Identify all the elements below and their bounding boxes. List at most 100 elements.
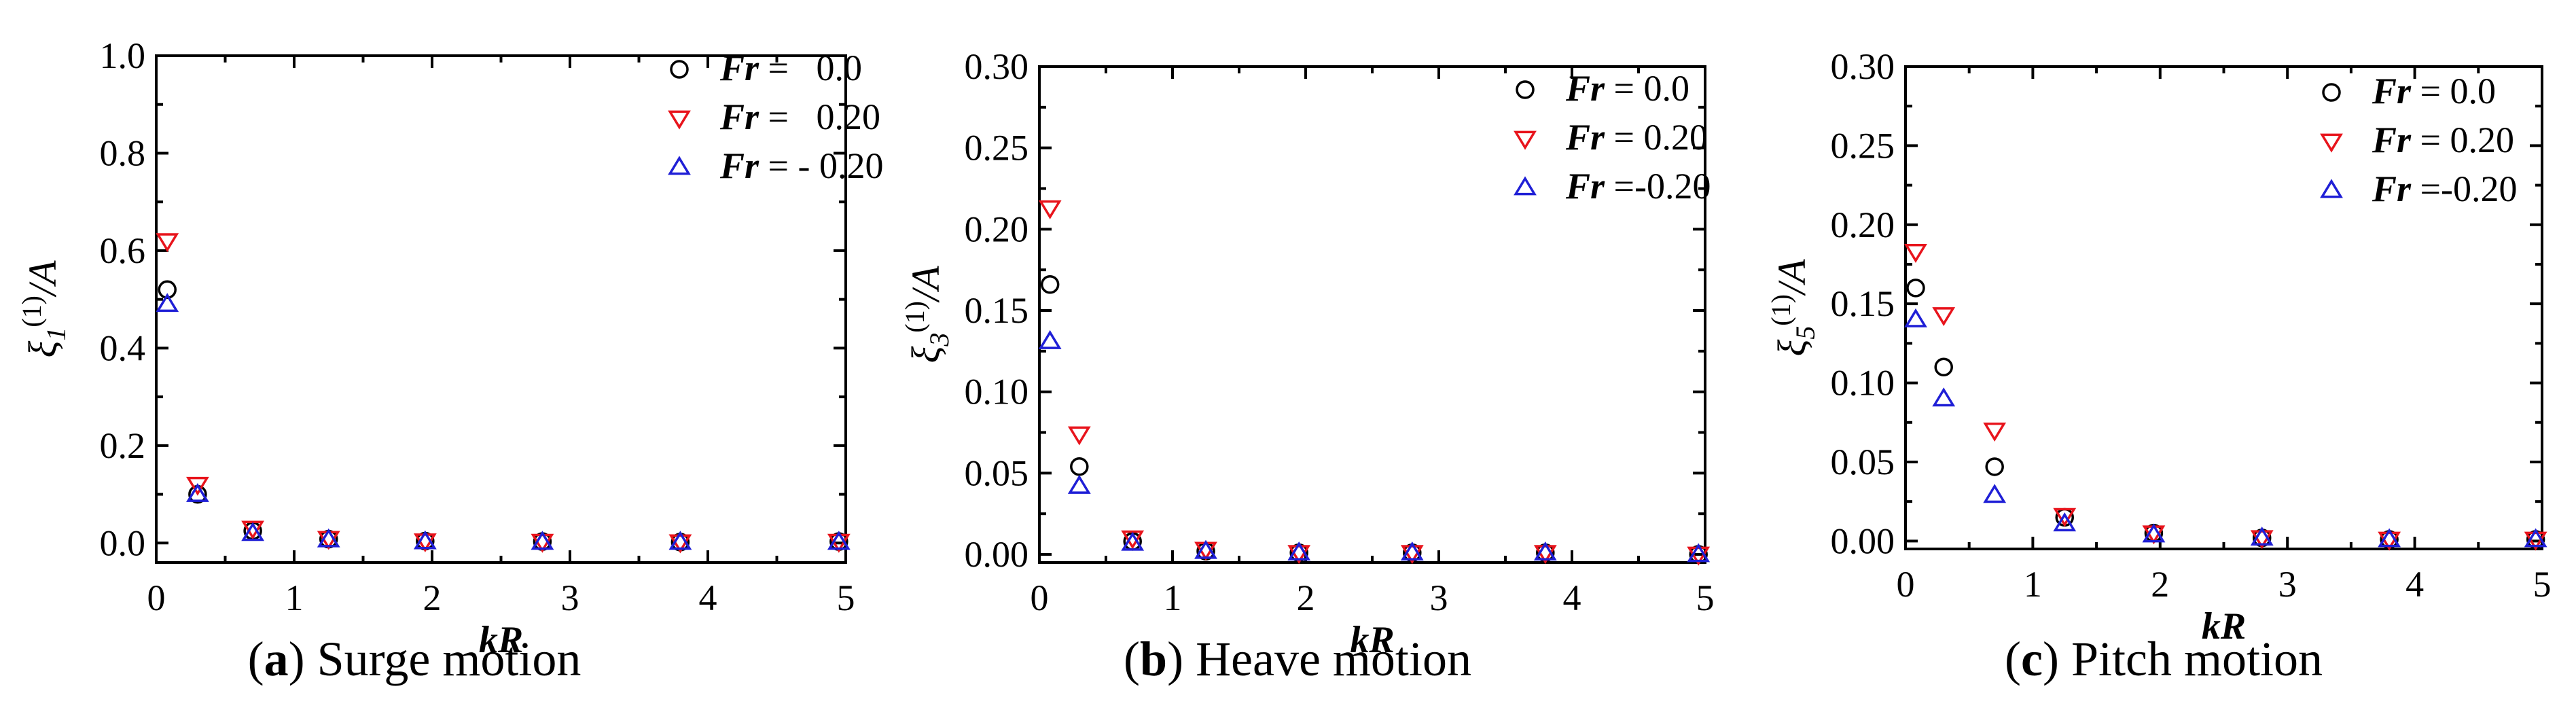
y-label-symbol: ξ bbox=[20, 341, 65, 358]
x-axis-label: kR bbox=[2202, 605, 2246, 647]
data-point bbox=[241, 522, 265, 541]
data-point bbox=[185, 476, 209, 496]
y-tick-label: 0.05 bbox=[965, 452, 1029, 493]
legend-value: =-0.20 bbox=[2411, 168, 2517, 209]
x-tick-label: 0 bbox=[147, 577, 166, 618]
data-point bbox=[2524, 531, 2547, 551]
x-tick-label: 0 bbox=[1031, 577, 1049, 618]
x-tick-label: 3 bbox=[2278, 564, 2297, 605]
y-tick-label: 0.00 bbox=[1831, 520, 1895, 561]
data-point bbox=[158, 280, 177, 300]
series-2 bbox=[1904, 308, 2547, 548]
data-point bbox=[241, 520, 265, 540]
y-label-symbol: ξ bbox=[904, 346, 948, 363]
legend-marker bbox=[1514, 130, 1537, 150]
data-point bbox=[1533, 545, 1557, 565]
legend-value: = 0.0 bbox=[759, 48, 862, 88]
legend-entry: Fr = 0.0 bbox=[1565, 68, 1689, 109]
legend-entry: Fr = - 0.20 bbox=[719, 145, 883, 186]
series-2 bbox=[1038, 330, 1711, 563]
legend-symbol: Fr bbox=[719, 96, 759, 137]
caption-b: (b) Heave motion bbox=[1124, 632, 1471, 686]
legend-marker bbox=[668, 110, 691, 130]
data-point bbox=[1906, 279, 1925, 298]
y-label-superscript: (1) bbox=[899, 301, 930, 333]
data-point bbox=[1287, 545, 1311, 565]
legend-value: = 0.20 bbox=[1605, 117, 1708, 158]
x-tick-label: 5 bbox=[837, 577, 855, 618]
y-label-tail: /A bbox=[1770, 259, 1814, 296]
x-tick-label: 4 bbox=[1563, 577, 1581, 618]
x-tick-label: 3 bbox=[1430, 577, 1448, 618]
y-tick-label: 0.15 bbox=[1831, 283, 1895, 324]
legend-entry: Fr = 0.0 bbox=[2372, 71, 2496, 111]
plot-panel-b: 0 1 2 3 4 50.000.050.100.150.200.250.30kRξ3(1… bbox=[899, 46, 1715, 661]
data-point bbox=[668, 534, 692, 554]
y-tick-label: 0.20 bbox=[965, 209, 1029, 249]
data-point bbox=[2053, 508, 2077, 527]
data-point bbox=[2250, 530, 2274, 550]
y-tick-label: 0.20 bbox=[1831, 204, 1895, 245]
series-0 bbox=[1906, 279, 2545, 549]
x-tick-label: 1 bbox=[285, 577, 304, 618]
y-axis-label: ξ3(1)/A bbox=[899, 266, 954, 363]
data-point bbox=[2053, 512, 2077, 532]
x-axis-label: kR bbox=[1350, 619, 1394, 661]
legend-marker bbox=[2320, 133, 2343, 153]
data-point bbox=[1287, 541, 1311, 560]
data-point bbox=[156, 233, 179, 253]
y-tick-label: 0.6 bbox=[100, 230, 146, 271]
caption-c: (c) Pitch motion bbox=[2005, 632, 2323, 686]
y-label-subscript: 3 bbox=[924, 333, 954, 347]
y-tick-label: 0.05 bbox=[1831, 442, 1895, 482]
y-label-symbol: ξ bbox=[1770, 340, 1814, 357]
data-point bbox=[1932, 307, 1956, 327]
legend-symbol: Fr bbox=[1565, 166, 1605, 207]
y-tick-label: 0.00 bbox=[965, 534, 1029, 575]
data-point bbox=[2250, 527, 2274, 546]
data-point bbox=[185, 482, 209, 502]
legend-entry: Fr =-0.20 bbox=[2372, 168, 2517, 209]
y-tick-label: 0.0 bbox=[100, 522, 146, 563]
legend-symbol: Fr bbox=[2372, 71, 2412, 111]
data-point bbox=[1067, 474, 1091, 494]
data-point bbox=[1983, 484, 2007, 503]
series-0 bbox=[158, 280, 848, 552]
data-point bbox=[531, 531, 554, 550]
caption-letter: c bbox=[2021, 632, 2043, 686]
x-tick-label: 3 bbox=[561, 577, 579, 618]
legend-symbol: Fr bbox=[719, 145, 759, 186]
x-axis-label: kR bbox=[479, 619, 523, 661]
plot-panel-c: 0 1 2 3 4 50.000.050.100.150.200.250.30kRξ5(1… bbox=[1766, 46, 2552, 647]
data-point bbox=[1985, 457, 2004, 476]
data-point bbox=[317, 528, 340, 548]
data-point bbox=[1038, 330, 1062, 349]
data-point bbox=[1070, 457, 1089, 476]
y-label-tail: /A bbox=[904, 266, 948, 303]
y-tick-label: 0.10 bbox=[965, 372, 1029, 412]
data-point bbox=[1400, 541, 1424, 560]
legend-entry: Fr =-0.20 bbox=[1565, 166, 1711, 207]
data-point bbox=[1040, 274, 1060, 294]
y-tick-label: 0.10 bbox=[1831, 363, 1895, 404]
data-point bbox=[1067, 426, 1091, 446]
legend-marker bbox=[2320, 179, 2343, 198]
data-point bbox=[1904, 244, 1927, 263]
x-tick-label: 4 bbox=[2405, 564, 2424, 605]
legend-symbol: Fr bbox=[2372, 168, 2412, 209]
y-tick-label: 0.8 bbox=[100, 132, 146, 173]
caption-letter: b bbox=[1140, 632, 1168, 686]
legend-entry: Fr = 0.0 bbox=[719, 48, 862, 88]
caption-letter: a bbox=[264, 632, 289, 686]
y-tick-label: 0.4 bbox=[100, 327, 146, 368]
legend-entry: Fr = 0.20 bbox=[2372, 120, 2514, 160]
legend-symbol: Fr bbox=[2372, 120, 2412, 160]
legend-marker bbox=[2322, 83, 2341, 102]
series-2 bbox=[156, 293, 851, 550]
data-point bbox=[1983, 423, 2007, 442]
y-tick-label: 0.30 bbox=[1831, 46, 1895, 87]
data-point bbox=[1932, 387, 1956, 407]
